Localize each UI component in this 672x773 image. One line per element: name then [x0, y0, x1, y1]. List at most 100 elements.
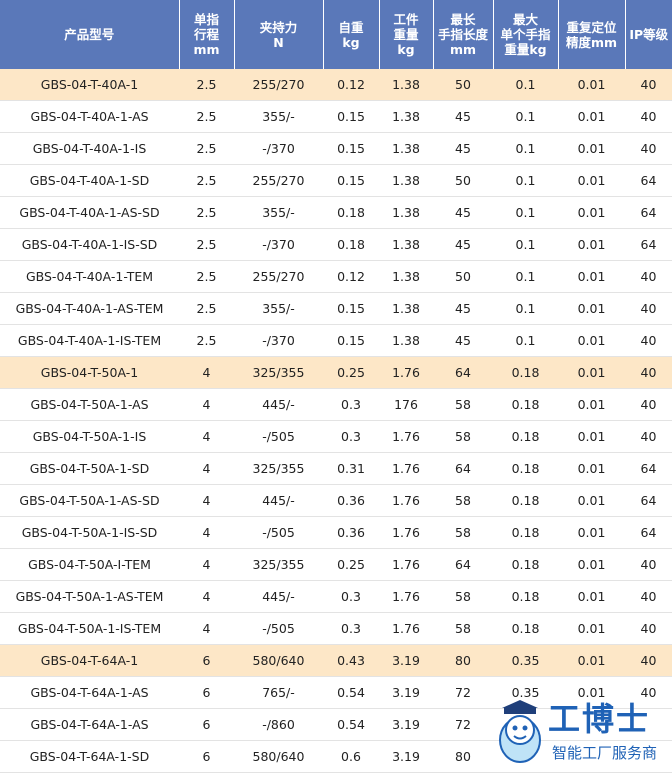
value-cell: 64 [433, 452, 493, 485]
value-cell: 40 [625, 100, 672, 133]
value-cell: 255/270 [234, 260, 323, 293]
value-cell: 0.1 [493, 324, 558, 357]
value-cell: 445/- [234, 388, 323, 421]
value-cell: 58 [433, 420, 493, 453]
table-row-highlight: GBS-04-T-40A-1 2.5 255/270 0.12 1.38 50 0.1 0.0… [0, 69, 672, 101]
value-cell: 2.5 [179, 260, 234, 293]
value-cell: 255/270 [234, 164, 323, 197]
model-cell: GBS-04-T-50A-1-AS-TEM [0, 580, 179, 613]
value-cell: 64 [625, 516, 672, 549]
value-cell: 0.1 [493, 196, 558, 229]
value-cell: 0.01 [558, 420, 625, 453]
value-cell: 45 [433, 292, 493, 325]
value-cell: 0.36 [323, 484, 379, 517]
value-cell: 0.54 [323, 708, 379, 741]
value-cell: 0.01 [558, 676, 625, 709]
model-cell: GBS-04-T-64A-1-AS [0, 708, 179, 741]
table-row: GBS-04-T-40A-1-TEM 2.5 255/270 0.12 1.38 50 0.… [0, 260, 672, 293]
value-cell: 1.76 [379, 356, 433, 389]
model-cell: GBS-04-T-50A-1-SD [0, 452, 179, 485]
value-cell: 40 [625, 420, 672, 453]
table-row: GBS-04-T-40A-1-AS 2.5 355/- 0.15 1.38 45 0.1 0.… [0, 100, 672, 133]
value-cell: 1.38 [379, 324, 433, 357]
value-cell: 0.18 [323, 228, 379, 261]
value-cell: 3.19 [379, 644, 433, 677]
value-cell: 40 [625, 644, 672, 677]
model-cell: GBS-04-T-40A-1-IS-SD [0, 228, 179, 261]
value-cell: 58 [433, 612, 493, 645]
value-cell: 0.36 [323, 516, 379, 549]
value-cell: 1.76 [379, 548, 433, 581]
value-cell: 0.6 [323, 740, 379, 773]
value-cell: 0.18 [493, 452, 558, 485]
model-cell: GBS-04-T-40A-1-AS [0, 100, 179, 133]
value-cell: -/505 [234, 612, 323, 645]
column-header: 产品型号 [0, 0, 180, 69]
value-cell: 0.01 [558, 356, 625, 389]
value-cell: 325/355 [234, 452, 323, 485]
value-cell: 0.01 [558, 388, 625, 421]
value-cell: 0.12 [323, 69, 379, 101]
value-cell [625, 740, 672, 773]
value-cell: 2.5 [179, 164, 234, 197]
value-cell: 0.01 [558, 196, 625, 229]
value-cell: 0.43 [323, 644, 379, 677]
value-cell: 80 [433, 740, 493, 773]
value-cell: 0.18 [323, 196, 379, 229]
value-cell: 4 [179, 388, 234, 421]
value-cell: 64 [625, 164, 672, 197]
value-cell: 0.1 [493, 100, 558, 133]
value-cell: 64 [625, 196, 672, 229]
value-cell: 4 [179, 420, 234, 453]
value-cell: 0.18 [493, 612, 558, 645]
table-row: GBS-04-T-40A-1-SD 2.5 255/270 0.15 1.38 50 0.1… [0, 164, 672, 197]
value-cell: -/370 [234, 132, 323, 165]
model-cell: GBS-04-T-64A-1-SD [0, 740, 179, 773]
value-cell: 6 [179, 740, 234, 773]
value-cell: 0.01 [558, 580, 625, 613]
value-cell: 45 [433, 196, 493, 229]
model-cell: GBS-04-T-50A-1-AS-SD [0, 484, 179, 517]
value-cell: 58 [433, 580, 493, 613]
column-header: 工件 重量 kg [379, 0, 434, 69]
value-cell: 355/- [234, 196, 323, 229]
value-cell: 0.18 [493, 516, 558, 549]
column-header: 单指 行程 mm [179, 0, 235, 69]
value-cell: 6 [179, 644, 234, 677]
model-cell: GBS-04-T-40A-1-IS [0, 132, 179, 165]
table-row: GBS-04-T-50A-I-TEM 4 325/355 0.25 1.76 64 0.18… [0, 548, 672, 581]
value-cell: 40 [625, 580, 672, 613]
value-cell: 40 [625, 324, 672, 357]
model-cell: GBS-04-T-64A-1 [0, 644, 179, 677]
value-cell: 45 [433, 100, 493, 133]
value-cell: 40 [625, 260, 672, 293]
value-cell: 4 [179, 516, 234, 549]
value-cell: 64 [433, 548, 493, 581]
value-cell: 1.76 [379, 452, 433, 485]
value-cell: 1.38 [379, 132, 433, 165]
model-cell: GBS-04-T-40A-1 [0, 69, 179, 101]
table-row: GBS-04-T-50A-1-IS 4 -/505 0.3 1.76 58 0.18 0.01… [0, 420, 672, 453]
value-cell: 0.18 [493, 356, 558, 389]
value-cell: 0.3 [323, 388, 379, 421]
value-cell: 45 [433, 132, 493, 165]
value-cell: 2.5 [179, 196, 234, 229]
value-cell: 6 [179, 676, 234, 709]
value-cell: 40 [625, 292, 672, 325]
value-cell: 2.5 [179, 324, 234, 357]
value-cell: 0.35 [493, 644, 558, 677]
value-cell: 0.01 [558, 484, 625, 517]
value-cell: 0.25 [323, 548, 379, 581]
value-cell: 1.38 [379, 292, 433, 325]
value-cell: 0.18 [493, 580, 558, 613]
value-cell: 176 [379, 388, 433, 421]
value-cell: -/370 [234, 324, 323, 357]
model-cell: GBS-04-T-50A-1-IS [0, 420, 179, 453]
value-cell: 0.01 [558, 612, 625, 645]
table-row: GBS-04-T-50A-1-SD 4 325/355 0.31 1.76 64 0.18 0… [0, 452, 672, 485]
value-cell: 0.01 [558, 452, 625, 485]
value-cell: 0.1 [493, 260, 558, 293]
value-cell [625, 708, 672, 741]
table-row: GBS-04-T-50A-1-AS 4 445/- 0.3 176 58 0.18 0.01 4… [0, 388, 672, 421]
